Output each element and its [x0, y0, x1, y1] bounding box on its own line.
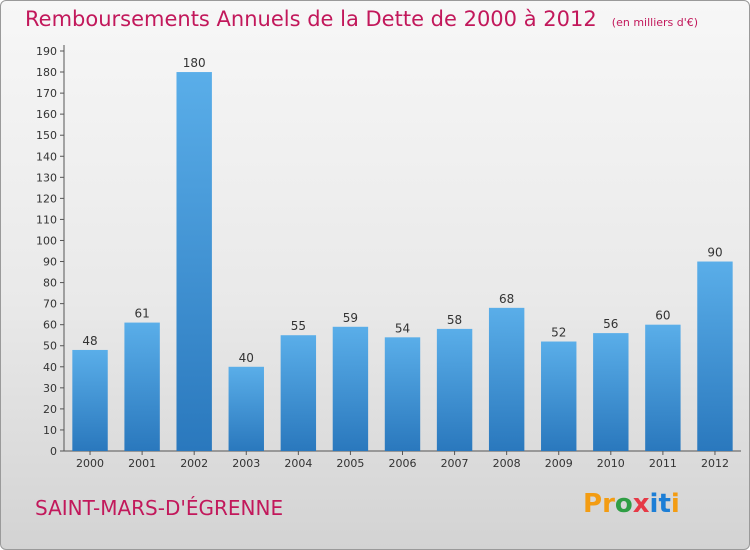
y-tick-label: 160	[36, 108, 57, 121]
y-tick-label: 30	[43, 382, 57, 395]
bar-2010	[593, 333, 629, 451]
x-tick-label: 2007	[441, 457, 469, 470]
x-tick-label: 2002	[180, 457, 208, 470]
y-tick-label: 40	[43, 361, 57, 374]
y-tick-label: 130	[36, 171, 57, 184]
x-tick-label: 2009	[545, 457, 573, 470]
bar-2007	[436, 328, 473, 451]
bar-2004	[280, 335, 317, 451]
data-label-2004: 55	[291, 319, 306, 333]
data-label-2002: 180	[183, 56, 206, 70]
x-tick-label: 2011	[649, 457, 677, 470]
logo-letter: r	[602, 489, 615, 519]
y-tick-label: 10	[43, 424, 57, 437]
proxiti-logo: Proxiti	[583, 489, 680, 519]
y-axis: 0 10 20 30 40 50 60 70 80 90 100 110 120 130 140 150 160…	[36, 45, 65, 458]
bar-2002	[176, 72, 212, 451]
x-axis: 2000 2001 2002 2003 2004 2005 2006 2007 2008 2009…	[64, 450, 741, 470]
bar-2012	[697, 261, 733, 451]
bar-2005	[332, 326, 369, 451]
y-tick-label: 90	[43, 256, 57, 269]
y-tick-label: 50	[43, 340, 57, 353]
y-tick-label: 120	[36, 192, 57, 205]
y-tick-label: 20	[43, 403, 57, 416]
y-tick-label: 60	[43, 319, 57, 332]
x-tick-label: 2010	[597, 457, 625, 470]
y-tick-label: 100	[36, 234, 57, 247]
bar-2003	[228, 366, 264, 451]
data-label-2008: 68	[499, 292, 514, 306]
data-label-2011: 60	[655, 309, 670, 323]
y-tick-label: 110	[36, 213, 57, 226]
bar-2001	[124, 322, 160, 451]
bar-2011	[645, 324, 681, 451]
bar-2008	[488, 307, 525, 451]
logo-letter: x	[632, 489, 650, 519]
x-tick-label: 2008	[493, 457, 521, 470]
data-label-2003: 40	[239, 351, 254, 365]
x-tick-label: 2006	[389, 457, 417, 470]
bar-2009	[541, 341, 577, 451]
y-tick-label: 170	[36, 87, 57, 100]
x-tick-label: 2001	[128, 457, 156, 470]
data-label-2001: 61	[134, 307, 149, 321]
logo-letter: t	[658, 489, 671, 519]
logo-letter: i	[670, 489, 680, 519]
x-tick-label: 2005	[336, 457, 364, 470]
x-tick-label: 2004	[284, 457, 312, 470]
logo-letter: i	[649, 489, 659, 519]
x-tick-label: 2003	[232, 457, 260, 470]
y-tick-label: 70	[43, 298, 57, 311]
x-tick-label: 2000	[76, 457, 104, 470]
bar-2006	[384, 337, 421, 451]
commune-name: SAINT-MARS-D'ÉGRENNE	[35, 496, 284, 520]
chart-unit: (en milliers d'€)	[611, 16, 699, 29]
y-tick-label: 140	[36, 150, 57, 163]
y-tick-label: 0	[50, 445, 57, 458]
data-label-2006: 54	[395, 321, 410, 335]
chart-title: Remboursements Annuels de la Dette de 20…	[25, 7, 597, 31]
y-tick-label: 80	[43, 277, 57, 290]
y-tick-label: 150	[36, 129, 57, 142]
y-tick-label: 180	[36, 66, 57, 79]
bars	[72, 72, 733, 451]
chart-title-block: Remboursements Annuels de la Dette de 20…	[25, 7, 698, 31]
x-tick-label: 2012	[701, 457, 729, 470]
logo-letter: P	[583, 489, 603, 519]
logo-letter: o	[614, 489, 633, 519]
data-label-2007: 58	[447, 313, 462, 327]
data-labels: 48 61 180 40 55 59 54 58 68 52 56 60 90	[82, 56, 722, 365]
data-label-2012: 90	[707, 246, 722, 260]
y-tick-label: 190	[36, 45, 57, 58]
data-label-2010: 56	[603, 317, 618, 331]
bar-2000	[72, 349, 108, 451]
data-label-2009: 52	[551, 326, 566, 340]
data-label-2005: 59	[343, 311, 358, 325]
data-label-2000: 48	[82, 334, 97, 348]
